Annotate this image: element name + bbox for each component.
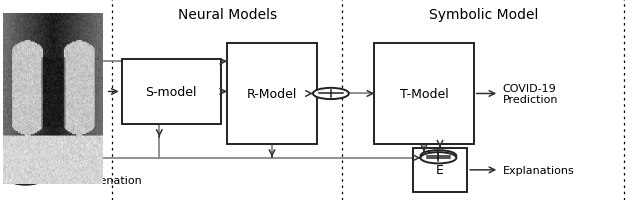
Text: S-model: S-model [145,86,197,98]
Bar [413,148,467,192]
Text: Symbolic Model: Symbolic Model [429,8,538,22]
Text: Explanations: Explanations [502,165,574,175]
Text: T-Model: T-Model [399,88,449,100]
Circle shape [10,175,41,185]
Circle shape [420,152,456,164]
Bar [122,60,221,124]
Bar [227,44,317,144]
Circle shape [420,150,456,162]
Text: R-Model: R-Model [247,88,297,100]
Text: COVID-19
Prediction: COVID-19 Prediction [502,83,558,105]
Text: Neural Models: Neural Models [178,8,276,22]
Text: E: E [436,164,444,176]
Circle shape [313,88,349,100]
Bar [374,44,474,144]
Text: - Concatenation: - Concatenation [53,175,142,185]
